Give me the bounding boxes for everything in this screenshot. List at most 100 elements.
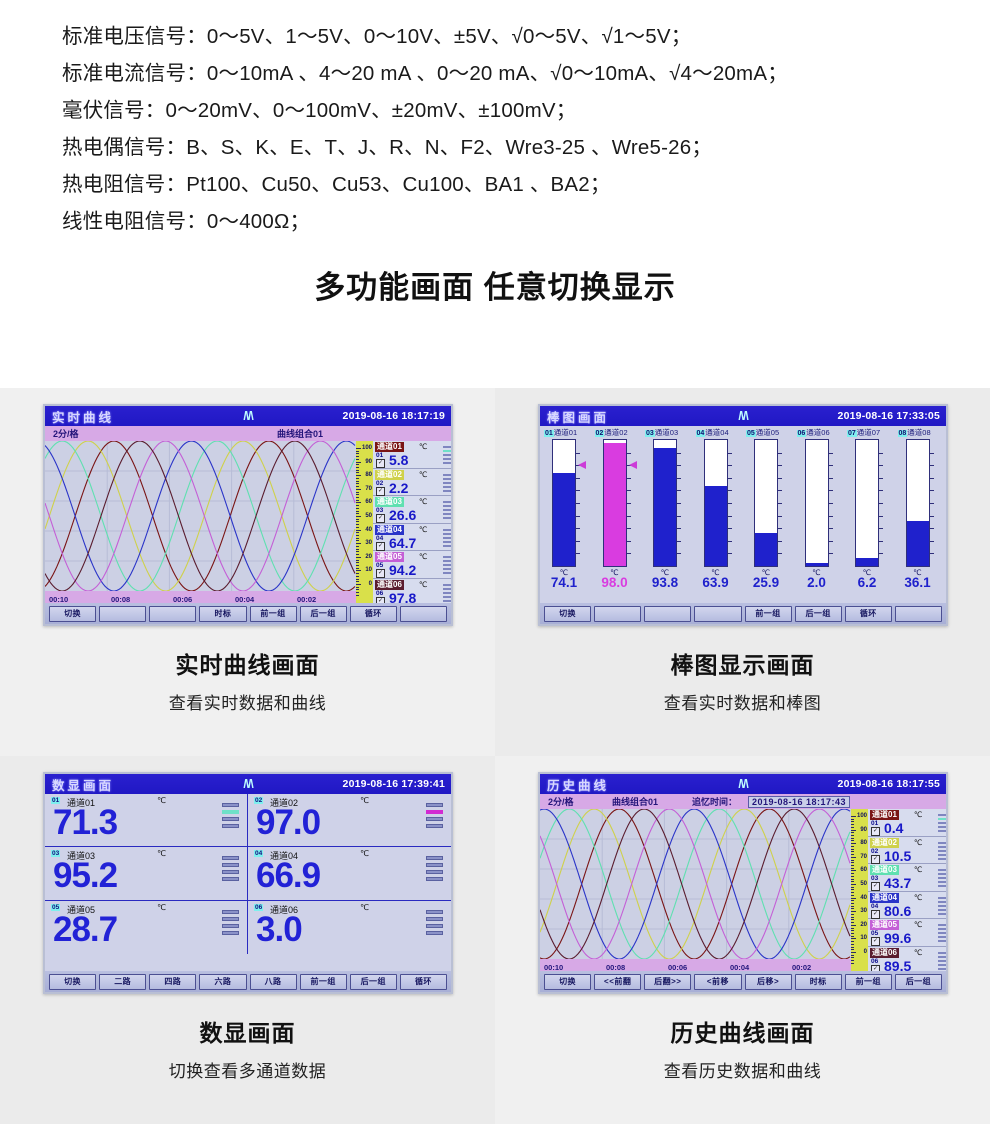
- screen-button-前一组[interactable]: 前一组: [299, 973, 347, 990]
- axis-tick: 0: [863, 949, 867, 955]
- bar-column[interactable]: [855, 439, 883, 567]
- screen-button-切换[interactable]: 切换: [544, 973, 592, 990]
- bar-header-label: 07通道07: [847, 427, 880, 438]
- digital-cell[interactable]: 04 通道04 ℃ 66.9: [248, 847, 451, 901]
- channel-checkbox[interactable]: ✓: [871, 937, 880, 947]
- bar-column[interactable]: [653, 439, 681, 567]
- axis-minor-mark: [851, 835, 854, 836]
- screen-button-时标[interactable]: 时标: [794, 973, 842, 990]
- axis-minor-mark: [851, 962, 854, 964]
- axis-minor-mark: [851, 903, 854, 904]
- screen-button-blank[interactable]: [644, 605, 692, 622]
- channel-checkbox[interactable]: ✓: [871, 882, 880, 892]
- bar-column[interactable]: [602, 439, 631, 567]
- screen-button-二路[interactable]: 二路: [99, 973, 147, 990]
- bar-fill: [603, 442, 626, 566]
- channel-row[interactable]: 通道02 ℃ 02 ✓ 2.2: [373, 469, 451, 497]
- screen-button-前一组[interactable]: 前一组: [844, 973, 892, 990]
- channel-checkbox[interactable]: ✓: [871, 854, 880, 864]
- channel-alarm-indicator: [443, 528, 451, 549]
- channel-checkbox[interactable]: ✓: [376, 459, 385, 468]
- screen-button-<<前翻[interactable]: <<前翻: [594, 973, 642, 990]
- screen-button-八路[interactable]: 八路: [249, 973, 297, 990]
- digital-cell[interactable]: 05 通道05 ℃ 28.7: [45, 900, 248, 954]
- brand-logo-icon: /\/\: [243, 409, 253, 423]
- screen-button-切换[interactable]: 切换: [49, 973, 97, 990]
- screen-button-前一组[interactable]: 前一组: [249, 605, 297, 622]
- channel-row[interactable]: 通道01 ℃ 01 ✓ 0.4: [868, 809, 946, 837]
- bar-column[interactable]: [754, 439, 782, 567]
- channel-checkbox[interactable]: ✓: [871, 909, 880, 919]
- axis-tick: 40: [860, 894, 867, 901]
- screen-button-六路[interactable]: 六路: [199, 973, 247, 990]
- axis-minor-mark: [356, 564, 359, 566]
- digital-channel-number: 04: [254, 850, 264, 858]
- digital-cell[interactable]: 02 通道02 ℃ 97.0: [248, 794, 451, 848]
- bar-unit: ℃: [913, 568, 922, 577]
- screen-button-前一组[interactable]: 前一组: [744, 605, 792, 622]
- channel-row[interactable]: 通道01 ℃ 01 ✓ 5.8: [373, 441, 451, 469]
- axis-tick-mark: [851, 938, 856, 940]
- screen-button-后一组[interactable]: 后一组: [299, 605, 347, 622]
- axis-tick: 80: [365, 472, 372, 479]
- channel-row[interactable]: 通道05 ℃ 05 ✓ 99.6: [868, 919, 946, 947]
- digital-cell[interactable]: 06 通道06 ℃ 3.0: [248, 901, 451, 954]
- channel-checkbox[interactable]: ✓: [376, 541, 385, 551]
- channel-row[interactable]: 通道03 ℃ 03 ✓ 26.6: [373, 496, 451, 524]
- screen-button-后翻>>[interactable]: 后翻>>: [644, 973, 692, 990]
- bar-column[interactable]: [905, 439, 934, 567]
- screen-button-blank[interactable]: [99, 605, 147, 622]
- digital-cell[interactable]: 03 通道03 ℃ 95.2: [45, 847, 248, 901]
- screen-button-后一组[interactable]: 后一组: [349, 973, 397, 990]
- screen-button-切换[interactable]: 切换: [544, 605, 592, 622]
- channel-row[interactable]: 通道06 ℃ 06 ✓ 97.8: [373, 579, 451, 607]
- channel-row[interactable]: 通道04 ℃ 04 ✓ 80.6: [868, 892, 946, 920]
- bar-value: 2.0: [807, 575, 826, 590]
- channel-checkbox[interactable]: ✓: [871, 827, 880, 836]
- channel-row[interactable]: 通道03 ℃ 03 ✓ 43.7: [868, 864, 946, 892]
- recall-time-label: 追忆时间：: [692, 797, 738, 807]
- screen-button-循环[interactable]: 循环: [349, 605, 397, 622]
- screen-button-后一组[interactable]: 后一组: [894, 973, 942, 990]
- bar-column[interactable]: [804, 439, 833, 567]
- channel-number: 03: [871, 875, 879, 883]
- channel-value: 10.5: [884, 847, 912, 864]
- screen-button-blank[interactable]: [694, 605, 742, 622]
- channel-checkbox[interactable]: ✓: [376, 486, 385, 496]
- bar-column[interactable]: [552, 439, 580, 567]
- digital-channel-number: 02: [254, 797, 264, 804]
- screen-button-blank[interactable]: [149, 605, 197, 622]
- screen-button-循环[interactable]: 循环: [399, 973, 447, 990]
- caption-subtitle: 查看历史数据和曲线: [663, 1062, 822, 1081]
- axis-minor-mark: [851, 854, 854, 855]
- channel-unit: ℃: [914, 865, 923, 875]
- time-tick: 00:06: [668, 963, 688, 972]
- channel-row[interactable]: 通道04 ℃ 04 ✓ 64.7: [373, 524, 451, 552]
- channel-row[interactable]: 通道05 ℃ 05 ✓ 94.2: [373, 551, 451, 579]
- channel-checkbox[interactable]: ✓: [376, 569, 385, 579]
- screen-button-<前移[interactable]: <前移: [694, 973, 742, 990]
- screen-button-四路[interactable]: 四路: [149, 973, 197, 990]
- channel-row[interactable]: 通道02 ℃ 02 ✓ 10.5: [868, 837, 946, 865]
- screen-button-后移>[interactable]: 后移>: [744, 973, 792, 990]
- channel-row[interactable]: 通道06 ℃ 06 ✓ 89.5: [868, 947, 946, 975]
- digital-cell[interactable]: 01 通道01 ℃ 71.3: [45, 794, 248, 848]
- channel-list: 通道01 ℃ 01 ✓ 5.8 通道02 ℃ 02 ✓ 2.2 通道03 ℃ 03 ✓ 26.6 通道04 ℃ 0…: [373, 441, 451, 607]
- screen-caption: 棒图显示画面 查看实时数据和棒图: [495, 646, 990, 714]
- screen-button-循环[interactable]: 循环: [844, 605, 892, 622]
- channel-name-tag: 通道02: [870, 837, 899, 848]
- digital-alarm-indicator: [426, 856, 443, 884]
- screen-button-blank[interactable]: [399, 605, 447, 622]
- screen-body: 01 通道01 ℃ 71.3 02 通道02 ℃ 97.0 03 通道03 ℃ 95.2 04 通道04 ℃…: [45, 794, 451, 975]
- channel-checkbox[interactable]: ✓: [376, 514, 385, 524]
- screen-button-blank[interactable]: [594, 605, 642, 622]
- bar-column[interactable]: [703, 439, 732, 567]
- time-tick: 00:04: [235, 595, 255, 604]
- screen-button-blank[interactable]: [894, 605, 942, 622]
- screen-button-时标[interactable]: 时标: [199, 605, 247, 622]
- digital-value: 97.0: [256, 803, 321, 842]
- screen-button-切换[interactable]: 切换: [49, 605, 97, 622]
- channel-value: 99.6: [884, 930, 912, 947]
- channel-number: 05: [871, 930, 879, 938]
- screen-button-后一组[interactable]: 后一组: [794, 605, 842, 622]
